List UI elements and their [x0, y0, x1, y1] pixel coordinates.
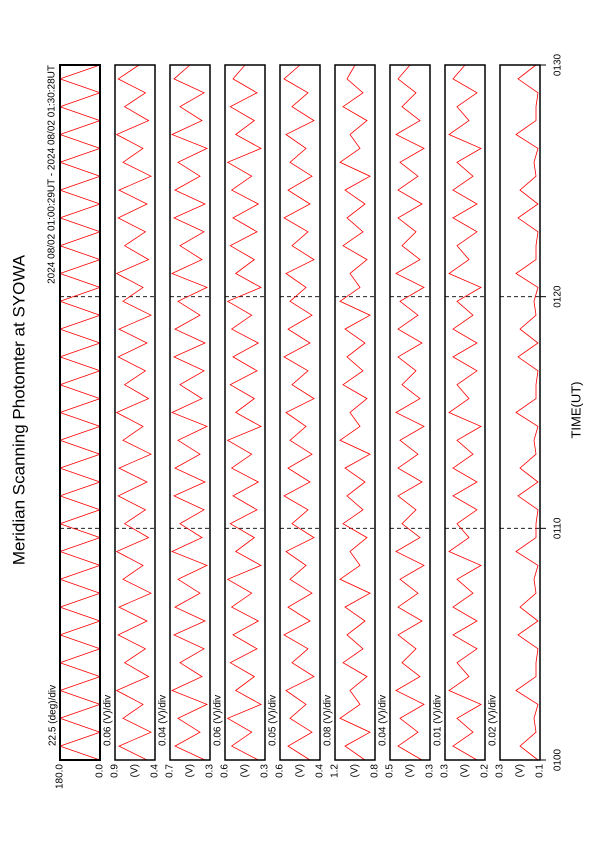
scale-label: 0.04 (V)/div — [158, 695, 169, 746]
y-unit: (V) — [185, 764, 196, 777]
y-unit: (V) — [295, 764, 306, 777]
scale-label: 0.04 (V)/div — [378, 695, 389, 746]
data-line — [395, 64, 425, 761]
data-line — [339, 64, 371, 761]
x-tick-label: 0130 — [553, 53, 564, 76]
data-line — [58, 64, 102, 761]
y-tick-label: 180.0 — [55, 764, 66, 789]
data-line — [283, 64, 315, 761]
y-unit: (V) — [405, 764, 416, 777]
y-unit: (V) — [350, 764, 361, 777]
scale-label: 0.02 (V)/div — [488, 695, 499, 746]
x-axis-label: TIME(UT) — [568, 381, 583, 438]
scale-label: 0.05 (V)/div — [268, 695, 279, 746]
panel-frame — [334, 64, 376, 761]
y-tick-label: 0.7 — [165, 764, 176, 778]
data-line — [115, 64, 152, 761]
panel-frame — [389, 64, 431, 761]
y-unit: (V) — [130, 764, 141, 777]
scale-label: 0.06 (V)/div — [213, 695, 224, 746]
y-tick-label: 0.3 — [205, 764, 216, 778]
y-tick-label: 0.9 — [110, 764, 121, 778]
scale-label: 0.08 (V)/div — [323, 695, 334, 746]
panel-frame — [114, 64, 156, 761]
y-tick-label: 0.0 — [95, 764, 106, 778]
y-tick-label: 0.5 — [385, 764, 396, 778]
x-tick-label: 0120 — [553, 285, 564, 308]
y-tick-label: 0.3 — [425, 764, 436, 778]
y-tick-label: 1.2 — [330, 764, 341, 778]
chart-title: Meridian Scanning Photomter at SYOWA — [9, 254, 28, 565]
panel-frame — [499, 64, 541, 761]
y-tick-label: 0.3 — [495, 764, 506, 778]
x-tick-label: 0100 — [553, 748, 564, 771]
y-tick-label: 0.4 — [315, 764, 326, 778]
scale-label: 0.06 (V)/div — [103, 695, 114, 746]
y-tick-label: 0.6 — [275, 764, 286, 778]
data-line — [226, 64, 262, 761]
y-tick-label: 0.4 — [150, 764, 161, 778]
data-line — [515, 64, 539, 761]
panel-frame — [169, 64, 211, 761]
y-tick-label: 0.8 — [370, 764, 381, 778]
panel-frame — [59, 64, 101, 761]
plot-area: Meridian Scanning Photomter at SYOWA 202… — [9, 53, 583, 789]
scale-label: 0.01 (V)/div — [433, 695, 444, 746]
data-line — [170, 64, 208, 761]
panel-frame — [224, 64, 266, 761]
x-tick-label: 0110 — [553, 517, 564, 539]
y-unit: (V) — [240, 764, 251, 777]
y-unit: (V) — [460, 764, 471, 777]
scale-label: 22.5 (deg)/div — [48, 685, 59, 746]
y-tick-label: 0.1 — [535, 764, 546, 778]
subtitle: 2024 08/02 01:00:29UT - 2024 08/02 01:30… — [47, 65, 58, 284]
y-unit: (V) — [515, 764, 526, 777]
data-line — [448, 64, 482, 761]
panel-frame — [279, 64, 321, 761]
y-tick-label: 0.2 — [480, 764, 491, 778]
y-tick-label: 0.3 — [440, 764, 451, 778]
y-tick-label: 0.3 — [260, 764, 271, 778]
y-tick-label: 0.6 — [220, 764, 231, 778]
panel-frame — [444, 64, 486, 761]
